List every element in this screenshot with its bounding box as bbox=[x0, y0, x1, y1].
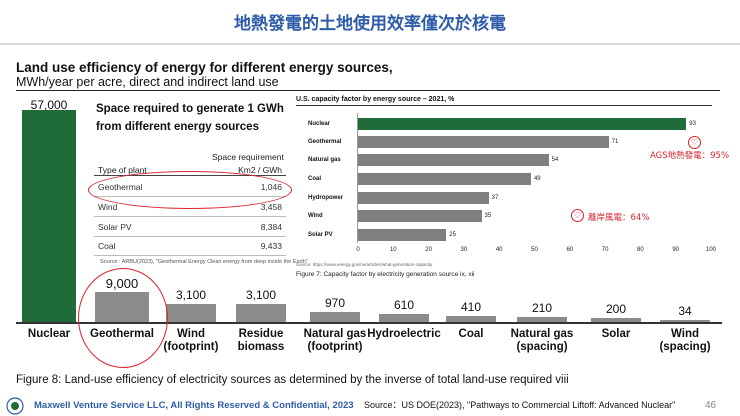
bar-value-label: 34 bbox=[678, 304, 692, 318]
table-col-space: Km2 / GWh bbox=[238, 165, 282, 175]
capacity-x-tick: 40 bbox=[495, 247, 503, 253]
capacity-x-tick: 70 bbox=[601, 247, 609, 253]
table-cell: Solar PV bbox=[98, 222, 132, 232]
chart-subheading: MWh/year per acre, direct and indirect l… bbox=[16, 75, 279, 89]
heart-icon: ♡ bbox=[571, 209, 584, 222]
table-cell: Wind bbox=[98, 202, 118, 212]
capacity-x-tick: 60 bbox=[566, 247, 574, 253]
slide-title: 地熱發電的土地使用效率僅次於核電 bbox=[234, 14, 506, 34]
category-label: Coal bbox=[458, 328, 484, 340]
capacity-y-axis bbox=[357, 113, 358, 243]
table-title: Space required to generate 1 GWh from di… bbox=[96, 103, 284, 134]
category-label: Hydroelectric bbox=[367, 328, 441, 340]
table-cell: Coal bbox=[98, 241, 116, 251]
footer-source: Source：US DOE(2023), "Pathways to Commer… bbox=[364, 400, 676, 410]
capacity-category-label: Geothermal bbox=[308, 139, 342, 145]
category-label: Nuclear bbox=[27, 328, 71, 340]
heart-icon: ♡ bbox=[688, 136, 701, 149]
page-number: 46 bbox=[705, 400, 717, 411]
capacity-value-label: 35 bbox=[484, 213, 492, 219]
capacity-x-tick: 100 bbox=[705, 247, 716, 253]
bar-residue bbox=[236, 304, 286, 322]
capacity-value-label: 49 bbox=[533, 176, 541, 182]
ags-annotation: AGS地熱發電：95% bbox=[650, 151, 730, 161]
bar-natural-gas bbox=[310, 312, 360, 322]
capacity-caption: Figure 7: Capacity factor by electricity… bbox=[296, 271, 475, 278]
capacity-x-tick: 90 bbox=[672, 247, 680, 253]
bar-value-label: 210 bbox=[531, 301, 553, 316]
bar-solar bbox=[591, 317, 641, 322]
table-col-type: Type of plant bbox=[98, 165, 147, 175]
title-divider bbox=[0, 43, 740, 45]
category-label: Solar bbox=[601, 328, 631, 340]
bar-value-label: 970 bbox=[324, 296, 346, 311]
bar-value-label: 57,000 bbox=[30, 98, 68, 112]
capacity-chart-title: U.S. capacity factor by energy source – … bbox=[296, 96, 455, 103]
capacity-x-tick: 80 bbox=[637, 247, 644, 253]
capacity-bar bbox=[358, 192, 489, 204]
bar-wind bbox=[660, 320, 710, 322]
company-logo-icon bbox=[6, 397, 24, 415]
capacity-category-label: Hydropower bbox=[308, 195, 344, 201]
capacity-bar bbox=[358, 229, 447, 241]
capacity-bar bbox=[358, 136, 609, 148]
table-cell: 3,458 bbox=[260, 202, 282, 212]
capacity-x-tick: 50 bbox=[531, 247, 538, 253]
capacity-value-label: 54 bbox=[551, 157, 559, 163]
capacity-x-tick: 20 bbox=[425, 247, 432, 253]
capacity-x-tick: 10 bbox=[389, 247, 397, 253]
bar-hydroelectric bbox=[379, 314, 429, 322]
table-cell: 9,433 bbox=[260, 241, 282, 251]
capacity-bar bbox=[358, 118, 687, 130]
table-header-top: Space requirement bbox=[212, 152, 284, 162]
capacity-x-tick: 0 bbox=[356, 247, 360, 253]
bar-wind bbox=[166, 304, 216, 322]
capacity-source: Source: https://www.energy.gov/ne/articl… bbox=[296, 262, 433, 267]
capacity-category-label: Solar PV bbox=[308, 232, 333, 238]
wind-annotation: 離岸風電：64% bbox=[588, 213, 650, 223]
category-label: Wind (footprint) bbox=[163, 328, 219, 354]
figure-caption: Figure 8: Land-use efficiency of electri… bbox=[16, 374, 569, 386]
bar-natural-gas bbox=[517, 317, 567, 322]
footer-company: Maxwell Venture Service LLC, All Rights … bbox=[34, 400, 354, 411]
table-source: Source : ARBU(2023), "Geothermal Energy … bbox=[100, 259, 308, 265]
table-row: Wind 3,458 bbox=[94, 199, 286, 217]
capacity-bar bbox=[358, 173, 531, 185]
chart-baseline bbox=[16, 322, 722, 324]
capacity-value-label: 37 bbox=[491, 195, 499, 201]
capacity-bar bbox=[358, 210, 482, 222]
table-row: Solar PV 8,384 bbox=[94, 219, 286, 237]
bar-value-label: 3,100 bbox=[245, 288, 277, 303]
capacity-bar bbox=[358, 154, 549, 166]
capacity-category-label: Nuclear bbox=[308, 121, 331, 127]
capacity-category-label: Natural gas bbox=[308, 157, 341, 163]
table-row: Coal 9,433 bbox=[94, 238, 286, 256]
category-label: Wind (spacing) bbox=[659, 328, 711, 354]
capacity-value-label: 71 bbox=[611, 139, 619, 145]
chart-heading: Land use efficiency of energy for differ… bbox=[16, 60, 393, 75]
category-label: Residue biomass bbox=[237, 328, 285, 354]
bar-nuclear bbox=[22, 110, 76, 322]
capacity-value-label: 93 bbox=[689, 121, 696, 127]
bar-coal bbox=[446, 315, 496, 322]
geothermal-bar-highlight bbox=[78, 268, 168, 368]
geothermal-table-highlight bbox=[88, 171, 292, 209]
category-label: Natural gas (footprint) bbox=[303, 328, 367, 354]
capacity-title-rule bbox=[296, 105, 712, 106]
capacity-x-tick: 30 bbox=[460, 247, 468, 253]
bar-value-label: 200 bbox=[605, 301, 627, 316]
capacity-category-label: Coal bbox=[308, 176, 322, 182]
category-label: Natural gas (spacing) bbox=[510, 328, 574, 354]
heading-divider bbox=[16, 90, 720, 91]
bar-value-label: 610 bbox=[393, 298, 415, 313]
capacity-category-label: Wind bbox=[308, 213, 323, 219]
table-cell: 8,384 bbox=[260, 222, 282, 232]
bar-value-label: 3,100 bbox=[175, 288, 207, 303]
capacity-value-label: 25 bbox=[449, 232, 456, 238]
bar-value-label: 410 bbox=[460, 299, 482, 314]
